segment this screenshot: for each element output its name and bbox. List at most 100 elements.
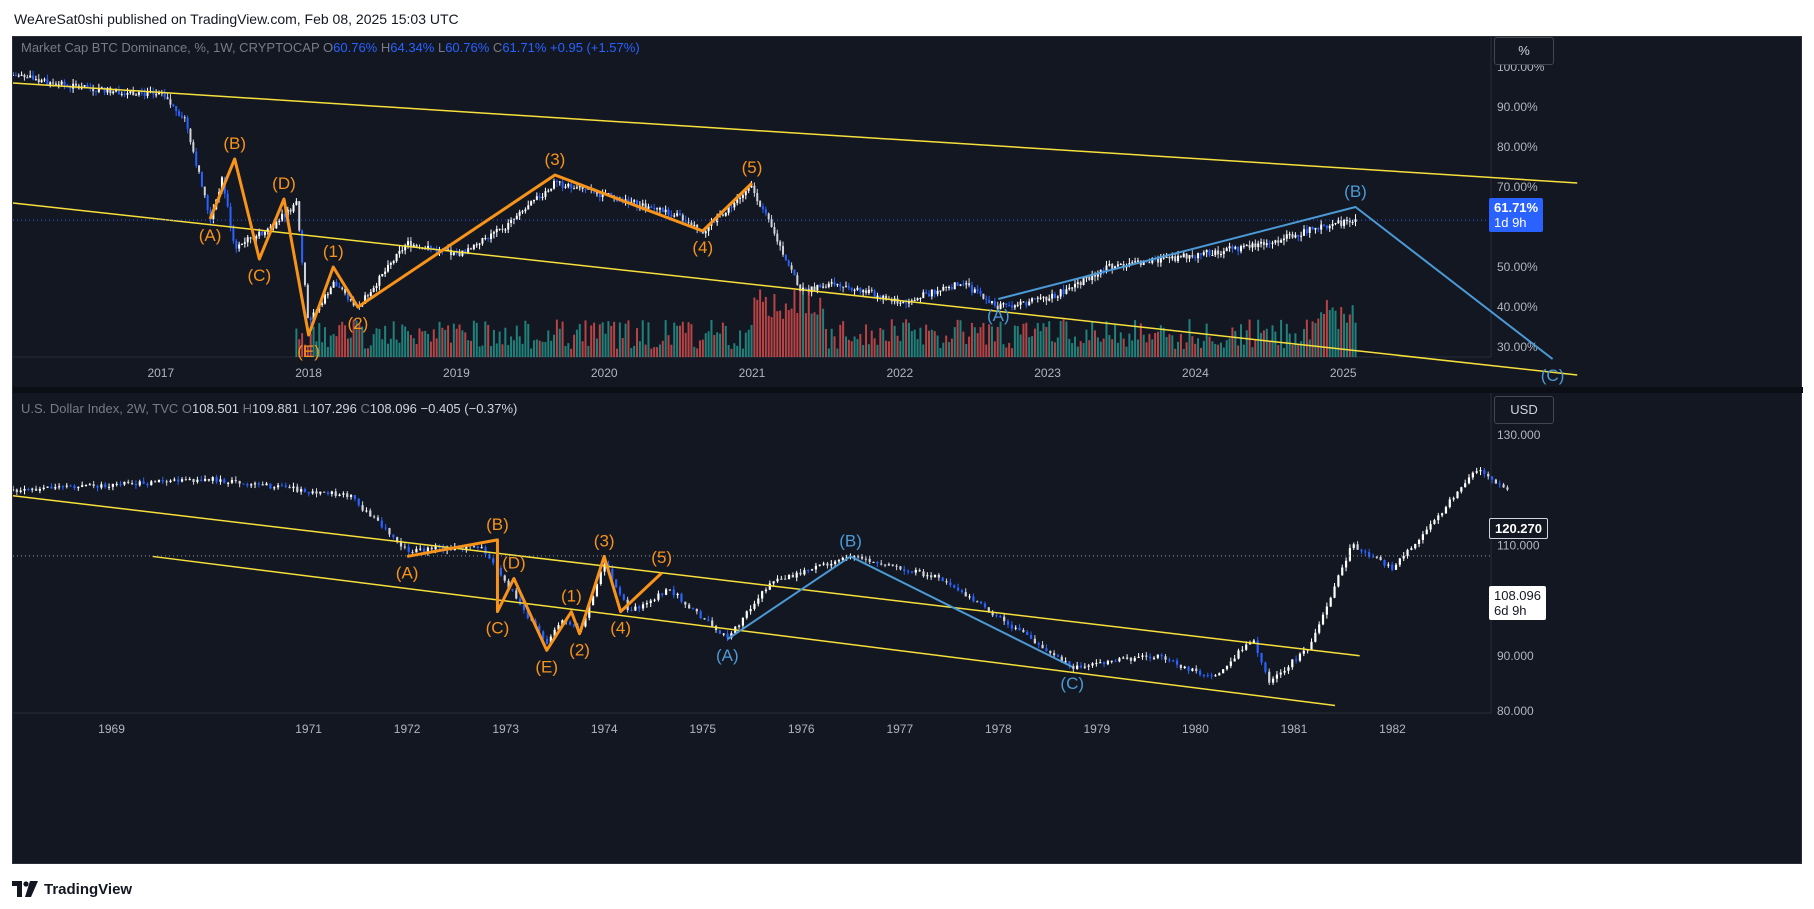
candle-body xyxy=(567,183,570,187)
volume-bar xyxy=(501,344,504,357)
y-tick-label: 40.00% xyxy=(1497,300,1538,314)
candle-body xyxy=(15,489,18,492)
candle-body xyxy=(476,546,479,549)
orange-wave-label: (A) xyxy=(396,563,419,582)
candle-body xyxy=(1133,657,1136,661)
candle-body xyxy=(1391,564,1394,570)
candle-body xyxy=(1222,251,1225,255)
volume-bar xyxy=(1168,334,1171,357)
candle-body xyxy=(1056,296,1059,298)
candle-body xyxy=(1071,287,1074,289)
candle-body xyxy=(1095,662,1098,664)
candle-body xyxy=(1041,644,1044,649)
candle-body xyxy=(484,547,487,555)
candle-body xyxy=(195,151,198,166)
btc-dominance-chart[interactable]: 100.00%90.00%80.00%70.00%60.00%50.00%40.… xyxy=(13,37,1803,387)
candle-body xyxy=(782,245,785,255)
volume-bar xyxy=(950,338,953,357)
candle-body xyxy=(973,289,976,293)
candle-body xyxy=(948,286,951,289)
candle-body xyxy=(1094,273,1097,277)
volume-bar xyxy=(447,325,450,357)
candle-body xyxy=(836,284,839,286)
candle-body xyxy=(1328,225,1331,229)
candle-body xyxy=(1165,256,1168,258)
candle-body xyxy=(84,485,88,487)
candle-body xyxy=(1182,253,1185,258)
btc-price-tag-value: 61.71% xyxy=(1494,200,1539,215)
dxy-pane[interactable]: 130.000110.000100.00090.00080.0001969197… xyxy=(13,393,1803,863)
volume-bar xyxy=(667,335,670,357)
candle-body xyxy=(123,481,126,485)
candle-body xyxy=(741,617,745,626)
volume-bar xyxy=(716,332,719,357)
candle-body xyxy=(1300,235,1303,237)
candle-body xyxy=(1305,229,1308,233)
candle-body xyxy=(1354,219,1357,222)
candle-body xyxy=(109,87,112,94)
candle-body xyxy=(914,569,917,573)
candle-body xyxy=(255,236,258,239)
candle-body xyxy=(688,604,691,609)
candle-body xyxy=(1464,483,1467,488)
candle-body xyxy=(895,565,898,567)
candle-body xyxy=(1280,240,1283,243)
volume-bar xyxy=(893,325,896,357)
volume-bar xyxy=(787,310,790,357)
candle-body xyxy=(1222,669,1225,674)
candle-body xyxy=(31,488,34,490)
candle-body xyxy=(1185,253,1188,259)
candle-body xyxy=(1325,225,1328,229)
volume-bar xyxy=(865,324,868,357)
volume-bar xyxy=(1096,337,1099,357)
x-tick-label: 1973 xyxy=(492,722,519,736)
candle-body xyxy=(768,583,771,590)
volume-bar xyxy=(807,289,810,357)
candle-body xyxy=(803,570,806,575)
candle-body xyxy=(1448,499,1451,508)
btc-dominance-pane[interactable]: 100.00%90.00%80.00%70.00%60.00%50.00%40.… xyxy=(13,37,1803,387)
volume-bar xyxy=(444,329,447,357)
dxy-chart[interactable]: 130.000110.000100.00090.00080.0001969197… xyxy=(13,393,1803,863)
candle-body xyxy=(568,621,572,625)
candle-body xyxy=(232,226,235,241)
candle-body xyxy=(303,489,307,492)
chart-frame[interactable]: 100.00%90.00%80.00%70.00%60.00%50.00%40.… xyxy=(12,36,1803,864)
candle-body xyxy=(342,493,345,495)
candle-body xyxy=(1225,665,1229,670)
volume-bar xyxy=(535,339,538,357)
candle-body xyxy=(879,295,882,299)
volume-bar xyxy=(782,318,785,357)
candle-body xyxy=(1323,224,1326,226)
percent-scale-button[interactable]: % xyxy=(1494,37,1554,65)
candle-body xyxy=(1245,245,1248,247)
candle-body xyxy=(407,241,410,246)
candle-body xyxy=(223,479,226,484)
volume-bar xyxy=(945,335,948,357)
volume-bar xyxy=(879,327,882,357)
usd-scale-button[interactable]: USD xyxy=(1494,396,1554,424)
volume-bar xyxy=(922,344,925,357)
candle-body xyxy=(1471,472,1474,478)
candle-body xyxy=(257,483,260,485)
volume-bar xyxy=(581,341,584,357)
candle-body xyxy=(464,250,467,253)
volume-bar xyxy=(733,343,736,357)
volume-bar xyxy=(1071,343,1074,357)
pane-separator[interactable] xyxy=(13,387,1803,393)
candle-body xyxy=(334,491,337,496)
candle-body xyxy=(1467,477,1471,484)
candle-body xyxy=(117,88,120,95)
candle-body xyxy=(261,231,264,236)
candle-body xyxy=(578,186,581,188)
candle-body xyxy=(335,281,338,287)
volume-bar xyxy=(321,342,324,357)
candle-body xyxy=(630,610,633,612)
volume-bar xyxy=(968,336,971,357)
candle-body xyxy=(1314,632,1317,642)
candle-body xyxy=(541,196,544,198)
candle-body xyxy=(92,484,95,486)
candle-body xyxy=(177,479,180,482)
volume-bar xyxy=(1199,347,1202,357)
candle-body xyxy=(1441,513,1444,516)
